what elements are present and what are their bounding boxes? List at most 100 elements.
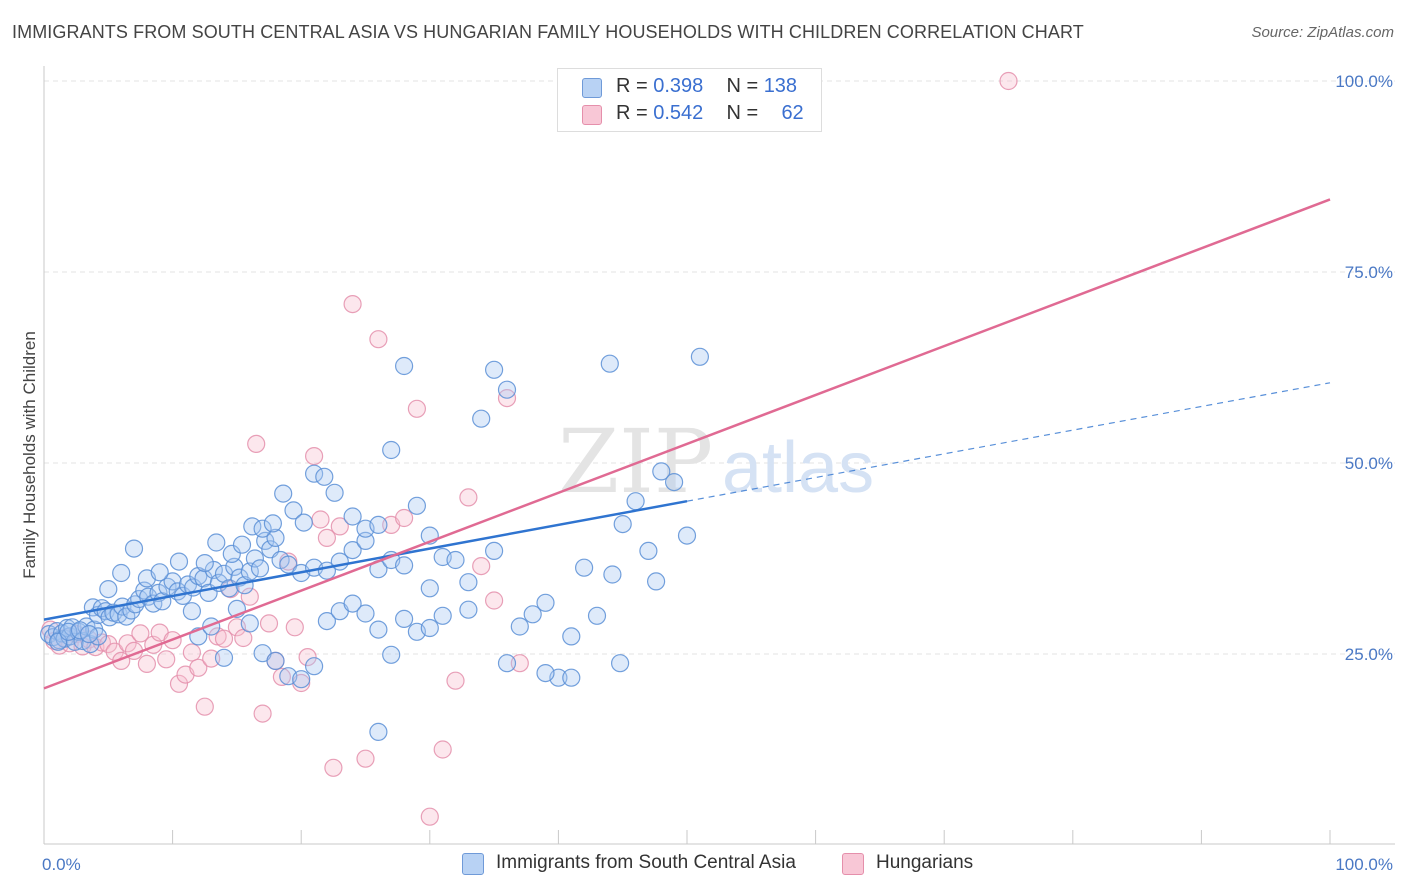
south-central-asia-point bbox=[279, 555, 298, 574]
hungarians-point bbox=[99, 634, 118, 654]
south-central-asia-point bbox=[613, 514, 632, 534]
south-central-asia-point bbox=[232, 535, 252, 554]
south-central-asia-point bbox=[343, 507, 362, 526]
legend-n-label: N = bbox=[726, 102, 759, 124]
hungarians-point bbox=[420, 807, 439, 826]
bottom-legend-label-2: Hungarians bbox=[876, 852, 974, 873]
south-central-asia-point bbox=[343, 594, 362, 613]
south-central-asia-point bbox=[395, 356, 414, 376]
south-central-asia-point bbox=[536, 593, 555, 612]
south-central-asia-point bbox=[652, 462, 671, 481]
south-central-asia-point bbox=[382, 645, 401, 664]
source-label: Source: ZipAtlas.com bbox=[1251, 24, 1394, 41]
hungarians-point bbox=[485, 591, 504, 610]
hungarians-point bbox=[202, 649, 221, 668]
south-central-asia-point bbox=[459, 573, 478, 592]
hungarians-point bbox=[446, 671, 465, 690]
south-central-asia-point bbox=[343, 540, 362, 560]
south-central-asia-point bbox=[639, 541, 658, 561]
south-central-asia-point bbox=[305, 464, 324, 483]
chart-title: IMMIGRANTS FROM SOUTH CENTRAL ASIA VS HU… bbox=[12, 22, 1084, 42]
south-central-asia-point bbox=[562, 668, 581, 687]
south-central-asia-point bbox=[536, 663, 555, 683]
south-central-asia-point bbox=[497, 654, 517, 673]
south-central-asia-point bbox=[250, 559, 270, 578]
south-central-asia-point bbox=[646, 572, 666, 591]
south-central-asia-point bbox=[214, 648, 234, 667]
south-central-asia-point bbox=[472, 409, 491, 428]
bottom-legend-swatch-blue bbox=[462, 853, 484, 875]
y-tick-label: 50.0% bbox=[1345, 454, 1393, 473]
south-central-asia-point bbox=[356, 604, 375, 623]
south-central-asia-point bbox=[266, 651, 285, 671]
south-central-asia-point bbox=[690, 347, 710, 366]
legend-r-label: R = bbox=[616, 102, 648, 124]
south-central-asia-point bbox=[292, 670, 311, 689]
south-central-asia-point bbox=[317, 611, 336, 631]
south-central-asia-point bbox=[369, 722, 388, 742]
hungarians-point bbox=[459, 488, 478, 507]
south-central-asia-point bbox=[266, 528, 285, 548]
hungarians-point bbox=[240, 587, 259, 606]
bottom-legend-swatch-pink bbox=[842, 853, 864, 875]
hungarians-point bbox=[247, 434, 266, 453]
south-central-asia-point bbox=[587, 606, 607, 625]
y-axis-label: Family Households with Children bbox=[20, 331, 39, 579]
bottom-legend-label-1: Immigrants from South Central Asia bbox=[496, 852, 796, 873]
south-central-asia-point bbox=[158, 577, 177, 596]
hungarians-point bbox=[407, 399, 426, 418]
trend-line-south-central-asia bbox=[43, 499, 688, 621]
south-central-asia-point bbox=[497, 380, 517, 399]
south-central-asia-point bbox=[150, 563, 169, 582]
watermark: ZIP atlas bbox=[558, 410, 874, 513]
hungarians-point bbox=[253, 704, 272, 723]
legend-r-value-2: 0.542 bbox=[653, 102, 704, 124]
south-central-asia-point bbox=[407, 496, 426, 515]
south-central-asia-point bbox=[459, 600, 478, 619]
hungarians-point bbox=[369, 330, 388, 349]
y-tick-label: 75.0% bbox=[1345, 263, 1393, 282]
south-central-asia-point bbox=[245, 549, 264, 568]
legend-swatch-pink bbox=[582, 105, 602, 125]
hungarians-point bbox=[510, 654, 529, 673]
correlation-legend: R = 0.398 N = 138 R = 0.542 N = 62 bbox=[557, 68, 822, 132]
south-central-asia-point bbox=[420, 618, 439, 638]
trend-line-south-central-asia-extension bbox=[686, 382, 1331, 502]
x-tick-labels: 0.0% 100.0% bbox=[42, 855, 1393, 874]
south-central-asia-point bbox=[510, 617, 529, 636]
south-central-asia-point bbox=[79, 624, 99, 644]
south-central-asia-point bbox=[182, 602, 201, 621]
trend-lines bbox=[43, 198, 1331, 690]
hungarians-point bbox=[285, 618, 304, 637]
south-central-asia-point bbox=[284, 501, 303, 520]
south-central-asia-point bbox=[253, 519, 272, 538]
south-central-asia-point bbox=[274, 484, 293, 503]
south-central-asia-point bbox=[485, 360, 504, 379]
south-central-asia-point bbox=[610, 654, 630, 673]
south-central-asia-point bbox=[626, 492, 645, 511]
south-central-asia-points bbox=[39, 347, 710, 742]
legend-n-value-1: 138 bbox=[763, 75, 798, 97]
south-central-asia-point bbox=[562, 627, 581, 646]
south-central-asia-point bbox=[600, 354, 619, 373]
south-central-asia-point bbox=[163, 572, 182, 591]
south-central-asia-point bbox=[124, 539, 144, 558]
hungarians-point bbox=[356, 749, 375, 768]
south-central-asia-point bbox=[420, 579, 439, 598]
south-central-asia-point bbox=[263, 514, 282, 533]
hungarians-point bbox=[999, 71, 1018, 91]
south-central-asia-point bbox=[294, 513, 313, 532]
trend-line-hungarians bbox=[43, 198, 1331, 690]
south-central-asia-point bbox=[99, 579, 118, 599]
hungarians-point bbox=[298, 647, 317, 667]
hungarians-point bbox=[343, 295, 362, 314]
south-central-asia-point bbox=[382, 440, 401, 460]
south-central-asia-point bbox=[207, 533, 226, 552]
south-central-asia-point bbox=[395, 609, 414, 629]
hungarians-point bbox=[137, 654, 156, 674]
hungarians-point bbox=[131, 624, 150, 643]
legend-n-value-2: 62 bbox=[781, 102, 804, 124]
hungarians-point bbox=[305, 447, 324, 466]
hungarians-point bbox=[157, 650, 176, 669]
